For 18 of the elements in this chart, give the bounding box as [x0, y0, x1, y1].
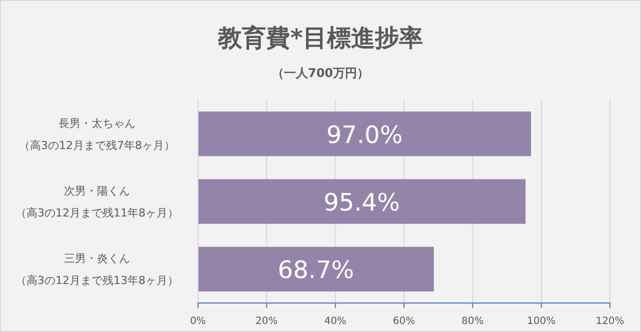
data-label: 68.7%	[278, 256, 354, 284]
data-label: 95.4%	[324, 188, 400, 216]
data-label: 97.0%	[326, 120, 403, 149]
bar	[198, 179, 526, 224]
x-tick-label: 20%	[256, 316, 278, 327]
chart-subtitle: （一人700万円）	[272, 66, 370, 80]
x-tick-label: 80%	[462, 316, 484, 327]
y-tick-label: 長男・太ちゃん（高3の12月まで残7年8ヶ月）	[19, 116, 175, 152]
x-tick-label: 40%	[324, 316, 346, 327]
x-tick-label: 60%	[392, 316, 416, 327]
x-tick-label: 0%	[190, 316, 206, 327]
x-tick-label: 100%	[527, 316, 556, 327]
chart-title: 教育費*目標進捗率	[217, 24, 423, 52]
y-tick-label: 次男・陽くん（高3の12月まで残11年8ヶ月）	[16, 184, 178, 220]
bar	[198, 112, 532, 156]
x-tick-label: 120%	[596, 316, 624, 327]
bar	[198, 246, 434, 292]
y-tick-label: 三男・炎くん（高3の12月まで残13年8ヶ月）	[16, 252, 178, 288]
